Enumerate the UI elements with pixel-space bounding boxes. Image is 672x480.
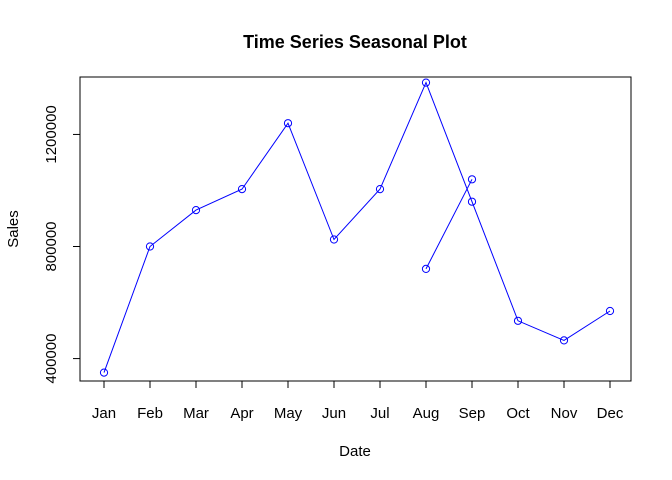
x-tick-label: Feb: [137, 405, 163, 422]
x-tick-label: Jan: [92, 405, 116, 422]
x-tick-label: Jul: [370, 405, 389, 422]
y-axis-label: Sales: [5, 210, 22, 248]
x-tick-label: Sep: [459, 405, 486, 422]
y-tick-label: 1200000: [43, 105, 60, 163]
x-tick-label: Apr: [230, 405, 253, 422]
data-point: [467, 175, 477, 184]
series-line-1: [103, 81, 611, 373]
series-line-2: [425, 179, 473, 270]
x-tick-label: Jun: [322, 405, 346, 422]
chart-title: Time Series Seasonal Plot: [243, 32, 467, 52]
y-axis: 400000 800000 1200000: [43, 105, 81, 384]
data-point: [467, 197, 477, 206]
x-tick-label: Aug: [413, 405, 440, 422]
x-tick-label: May: [274, 405, 303, 422]
data-point: [145, 242, 155, 251]
data-point: [559, 336, 569, 345]
data-point: [513, 316, 523, 325]
data-point: [283, 119, 293, 128]
data-point: [329, 235, 339, 244]
data-point: [99, 368, 109, 377]
y-tick-label: 400000: [43, 334, 60, 384]
y-tick-label: 800000: [43, 221, 60, 271]
data-point: [375, 185, 385, 194]
data-point: [191, 206, 201, 215]
data-point: [421, 264, 431, 273]
x-axis-label: Date: [339, 443, 371, 460]
x-axis: Jan Feb Mar Apr May Jun Jul Aug Sep Oct Nov Dec: [92, 380, 624, 422]
x-tick-label: Dec: [597, 405, 624, 422]
plot-frame: [79, 76, 632, 382]
x-tick-label: Mar: [183, 405, 209, 422]
data-point: [421, 78, 431, 87]
data-point: [605, 306, 615, 316]
x-tick-label: Nov: [551, 405, 578, 422]
series-layer: [99, 78, 615, 377]
data-point: [237, 185, 247, 194]
x-tick-label: Oct: [506, 405, 530, 422]
